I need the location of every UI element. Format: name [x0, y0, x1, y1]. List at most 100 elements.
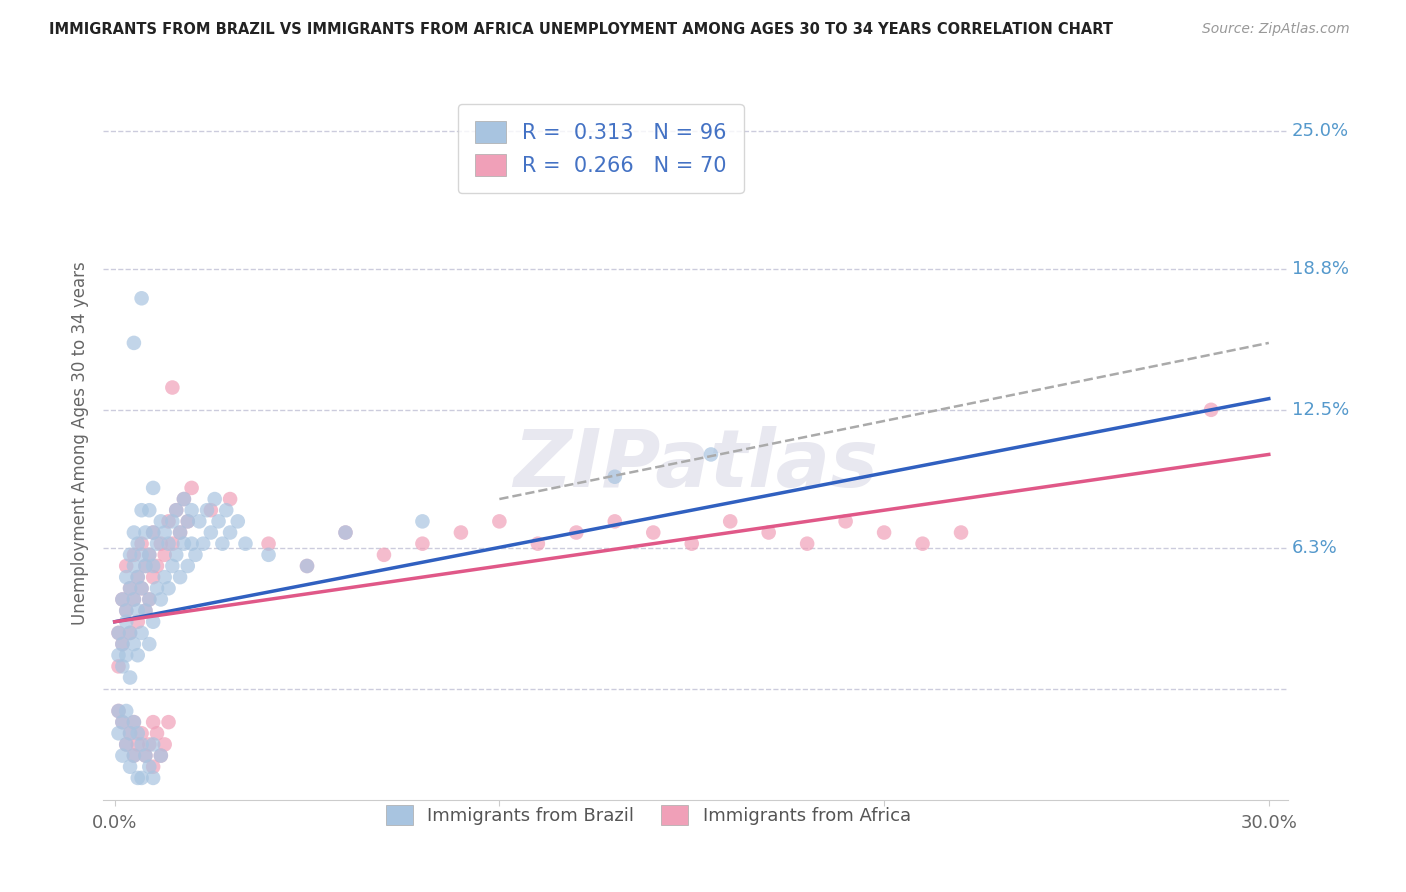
- Point: [138, 548, 160, 562]
- Point: [195, 503, 218, 517]
- Point: [177, 559, 200, 574]
- Point: [122, 637, 145, 651]
- Point: [146, 582, 169, 596]
- Point: [157, 582, 180, 596]
- Point: [115, 704, 138, 718]
- Point: [142, 738, 165, 752]
- Point: [122, 525, 145, 540]
- Point: [603, 469, 626, 483]
- Point: [127, 615, 149, 629]
- Point: [120, 626, 142, 640]
- Point: [111, 592, 134, 607]
- Point: [173, 491, 195, 506]
- Point: [643, 525, 665, 540]
- Point: [1199, 402, 1222, 417]
- Point: [127, 570, 149, 584]
- Point: [142, 760, 165, 774]
- Point: [120, 760, 142, 774]
- Point: [177, 514, 200, 528]
- Point: [138, 760, 160, 774]
- Point: [122, 748, 145, 763]
- Point: [131, 738, 153, 752]
- Point: [295, 559, 318, 574]
- Point: [111, 659, 134, 673]
- Text: ZIPatlas: ZIPatlas: [513, 425, 879, 504]
- Point: [120, 726, 142, 740]
- Point: [169, 525, 191, 540]
- Point: [146, 559, 169, 574]
- Point: [120, 726, 142, 740]
- Point: [758, 525, 780, 540]
- Point: [138, 637, 160, 651]
- Point: [700, 447, 723, 461]
- Point: [162, 380, 184, 394]
- Point: [411, 537, 433, 551]
- Point: [134, 604, 156, 618]
- Point: [131, 548, 153, 562]
- Point: [153, 570, 176, 584]
- Point: [115, 738, 138, 752]
- Point: [207, 514, 229, 528]
- Point: [488, 514, 510, 528]
- Point: [111, 637, 134, 651]
- Point: [111, 748, 134, 763]
- Point: [153, 738, 176, 752]
- Point: [134, 748, 156, 763]
- Point: [950, 525, 973, 540]
- Point: [718, 514, 741, 528]
- Point: [127, 648, 149, 663]
- Text: 12.5%: 12.5%: [1292, 401, 1350, 419]
- Point: [131, 582, 153, 596]
- Point: [219, 491, 242, 506]
- Point: [131, 537, 153, 551]
- Point: [111, 715, 134, 730]
- Point: [157, 537, 180, 551]
- Point: [162, 537, 184, 551]
- Point: [122, 592, 145, 607]
- Point: [115, 570, 138, 584]
- Text: Source: ZipAtlas.com: Source: ZipAtlas.com: [1202, 22, 1350, 37]
- Point: [834, 514, 856, 528]
- Point: [138, 548, 160, 562]
- Point: [131, 626, 153, 640]
- Point: [127, 604, 149, 618]
- Point: [162, 559, 184, 574]
- Point: [138, 592, 160, 607]
- Point: [211, 537, 233, 551]
- Point: [153, 548, 176, 562]
- Point: [177, 514, 200, 528]
- Point: [122, 592, 145, 607]
- Point: [226, 514, 249, 528]
- Point: [157, 514, 180, 528]
- Y-axis label: Unemployment Among Ages 30 to 34 years: Unemployment Among Ages 30 to 34 years: [72, 261, 89, 625]
- Point: [142, 615, 165, 629]
- Point: [107, 704, 129, 718]
- Point: [131, 291, 153, 305]
- Point: [131, 582, 153, 596]
- Point: [131, 771, 153, 785]
- Legend: Immigrants from Brazil, Immigrants from Africa: Immigrants from Brazil, Immigrants from …: [377, 796, 920, 834]
- Point: [138, 738, 160, 752]
- Point: [107, 726, 129, 740]
- Point: [169, 525, 191, 540]
- Point: [120, 582, 142, 596]
- Point: [131, 726, 153, 740]
- Point: [873, 525, 896, 540]
- Point: [335, 525, 357, 540]
- Point: [115, 615, 138, 629]
- Point: [173, 491, 195, 506]
- Point: [122, 559, 145, 574]
- Point: [127, 570, 149, 584]
- Point: [127, 738, 149, 752]
- Point: [138, 503, 160, 517]
- Point: [120, 626, 142, 640]
- Point: [191, 537, 214, 551]
- Point: [173, 537, 195, 551]
- Point: [149, 514, 172, 528]
- Point: [149, 748, 172, 763]
- Point: [257, 537, 280, 551]
- Point: [142, 771, 165, 785]
- Point: [115, 738, 138, 752]
- Point: [127, 537, 149, 551]
- Text: IMMIGRANTS FROM BRAZIL VS IMMIGRANTS FROM AFRICA UNEMPLOYMENT AMONG AGES 30 TO 3: IMMIGRANTS FROM BRAZIL VS IMMIGRANTS FRO…: [49, 22, 1114, 37]
